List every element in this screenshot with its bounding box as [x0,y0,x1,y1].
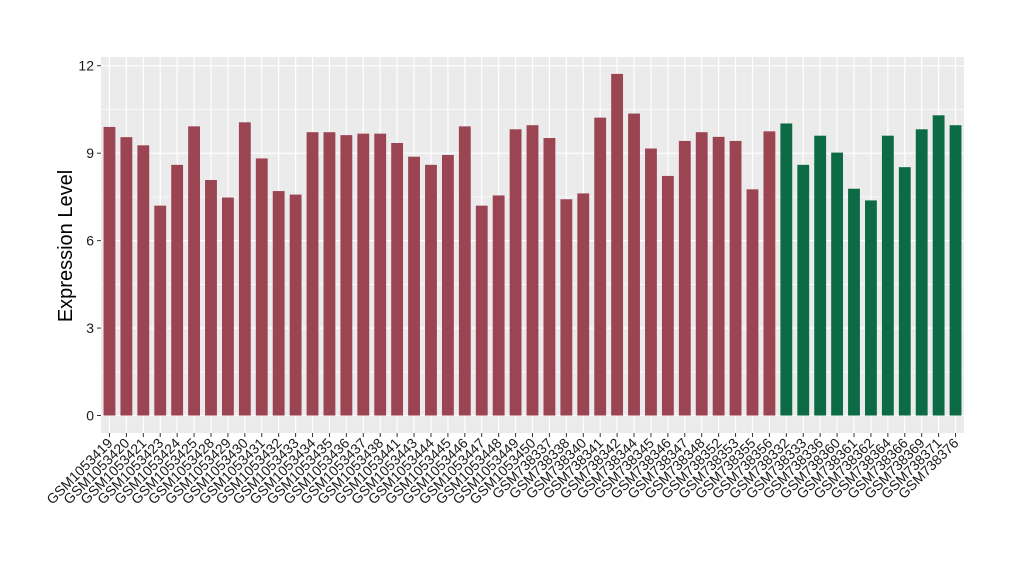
bar-GSM738341 [594,117,607,416]
bar-GSM1053425 [188,126,200,416]
bar-GSM1053449 [509,129,522,416]
bar-GSM738344 [628,113,640,416]
bar-GSM1053435 [323,132,336,416]
bar-GSM1053432 [272,191,285,416]
y-tick-label: 6 [86,233,94,249]
bar-GSM1053436 [340,135,353,416]
bar-GSM1053438 [374,133,387,416]
bar-GSM1053443 [408,156,420,416]
bar-GSM1053419 [103,126,116,416]
bar-GSM1053420 [120,137,133,416]
bar-GSM738371 [932,115,945,416]
y-tick-label: 12 [78,58,94,74]
x-axis-ticks: GSM1053419GSM1053420GSM1053421GSM1053423… [43,433,962,507]
bar-GSM738366 [898,167,911,416]
bar-GSM738356 [763,131,776,416]
y-tick-label: 3 [86,320,94,336]
y-axis-label: Expression Level [55,170,77,322]
bar-GSM738336 [814,135,827,416]
bar-GSM1053424 [171,164,184,416]
bar-GSM738360 [831,152,844,416]
bar-GSM1053430 [238,122,251,416]
bar-GSM1053423 [154,205,167,416]
bar-GSM1053446 [458,126,471,416]
y-tick-label: 0 [86,408,94,424]
bar-GSM738361 [848,188,860,416]
bar-GSM738364 [881,135,894,416]
bar-GSM738353 [729,140,742,416]
bar-GSM738338 [560,199,573,416]
bar-GSM1053450 [526,125,539,416]
bar-GSM1053444 [425,164,437,416]
bar-GSM1053437 [357,133,370,416]
bars [103,73,962,416]
bar-GSM738345 [645,148,657,416]
bar-GSM1053428 [205,180,217,416]
bar-GSM738348 [695,132,708,416]
y-tick-label: 9 [86,145,94,161]
bar-GSM738352 [712,136,725,416]
bar-GSM1053445 [441,154,454,416]
bar-GSM738347 [678,140,691,416]
bar-GSM738337 [543,138,556,416]
bar-GSM738342 [611,73,624,416]
bar-GSM1053447 [475,205,488,416]
bar-GSM1053448 [492,195,505,416]
bar-GSM1053421 [137,145,150,416]
bar-GSM738362 [865,200,877,416]
bar-GSM1053441 [391,142,404,416]
bar-GSM1053431 [255,158,268,416]
bar-GSM738355 [746,189,759,416]
bar-GSM738376 [949,125,962,416]
bar-GSM738333 [797,164,810,416]
bar-GSM1053429 [221,197,234,416]
y-axis-ticks: 0 3 6 9 12 [78,58,101,424]
bar-GSM1053434 [306,132,319,416]
bar-GSM738369 [915,129,928,416]
bar-GSM738346 [661,175,674,416]
bar-GSM1053433 [289,194,302,416]
bar-GSM738340 [577,193,590,416]
bar-GSM738332 [780,123,793,416]
